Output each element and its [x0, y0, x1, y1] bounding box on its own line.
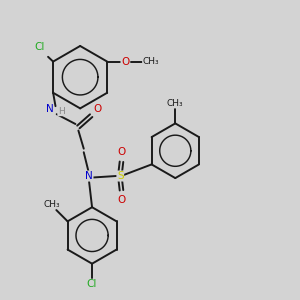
Text: Cl: Cl	[87, 280, 97, 290]
Text: O: O	[117, 195, 126, 206]
Text: S: S	[117, 171, 124, 181]
Text: CH₃: CH₃	[142, 57, 159, 66]
Text: N: N	[46, 104, 53, 114]
Text: H: H	[58, 107, 64, 116]
Text: CH₃: CH₃	[167, 99, 184, 108]
Text: O: O	[94, 103, 102, 113]
Text: Cl: Cl	[34, 42, 45, 52]
Text: N: N	[85, 171, 93, 181]
Text: O: O	[117, 147, 126, 157]
Text: O: O	[121, 57, 129, 67]
Text: CH₃: CH₃	[44, 200, 61, 208]
